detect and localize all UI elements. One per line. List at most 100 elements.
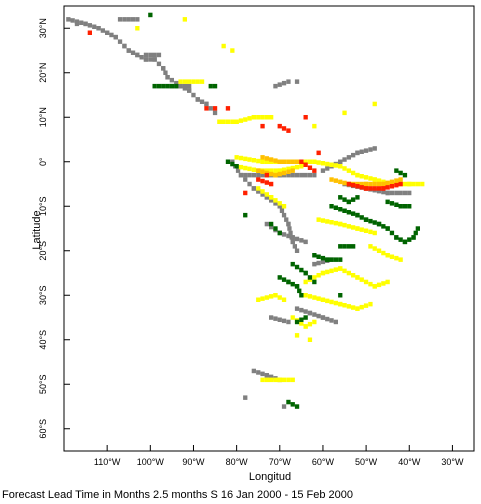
forecast-cell-gray <box>303 239 308 245</box>
forecast-cell-yellow <box>303 159 308 164</box>
forecast-cell-yellow <box>394 255 399 261</box>
forecast-cell-gray <box>163 70 168 75</box>
forecast-cell-yellow <box>338 164 343 169</box>
forecast-cell-green <box>307 275 313 280</box>
forecast-cell-gray <box>346 155 351 160</box>
forecast-cell-yellow <box>342 222 347 228</box>
forecast-cell-yellow <box>230 48 235 53</box>
forecast-cell-gray <box>139 55 144 60</box>
forecast-cell-green <box>346 210 351 215</box>
forecast-cell-gray <box>325 166 330 171</box>
forecast-cell-green <box>415 226 420 231</box>
forecast-cell-green <box>208 83 213 89</box>
forecast-cell-yellow <box>264 192 269 197</box>
forecast-cell-red <box>312 168 317 173</box>
forecast-cell-yellow <box>363 303 369 308</box>
forecast-cell-yellow <box>191 79 196 84</box>
forecast-cell-gray <box>79 20 84 25</box>
forecast-cell-green <box>398 237 403 242</box>
forecast-cell-green <box>294 404 300 409</box>
forecast-cell-red <box>87 30 92 35</box>
forecast-cell-gray <box>113 34 118 40</box>
forecast-cell-yellow <box>264 159 269 164</box>
forecast-cell-yellow <box>243 165 248 171</box>
forecast-cell-gray <box>165 75 170 80</box>
forecast-cell-green <box>312 253 317 258</box>
forecast-cell-yellow <box>243 117 248 122</box>
forecast-cell-green <box>333 205 338 210</box>
forecast-cell-gray <box>260 192 265 197</box>
forecast-cell-gray <box>135 52 140 58</box>
forecast-cell-yellow <box>264 115 269 120</box>
latitude-tick-label: 40°S <box>38 330 48 350</box>
forecast-cell-red <box>260 178 265 184</box>
forecast-cell-green <box>338 257 343 262</box>
x-axis-title: Longitud <box>249 471 291 483</box>
forecast-cell-red <box>381 186 386 191</box>
forecast-cell-gray <box>156 52 162 58</box>
forecast-cell-gray <box>316 313 321 319</box>
forecast-cell-yellow <box>307 321 313 327</box>
forecast-cell-green <box>342 208 347 213</box>
forecast-cell-gray <box>338 159 343 164</box>
forecast-cell-red <box>303 162 308 167</box>
forecast-cell-yellow <box>290 165 295 171</box>
forecast-cell-yellow <box>363 175 369 180</box>
forecast-cell-yellow <box>199 79 205 84</box>
forecast-cell-green <box>346 199 351 205</box>
forecast-cell-gray <box>156 61 162 67</box>
forecast-cell-yellow <box>281 167 287 172</box>
forecast-cell-gray <box>117 39 123 44</box>
forecast-cell-yellow <box>338 301 343 307</box>
forecast-cell-gray <box>284 217 289 222</box>
forecast-cell-gray <box>264 195 269 200</box>
forecast-cell-gray <box>70 18 75 23</box>
forecast-cell-yellow <box>346 168 351 173</box>
forecast-cell-yellow <box>307 294 313 299</box>
forecast-cell-gray <box>117 17 123 22</box>
forecast-cell-orange <box>376 181 382 187</box>
forecast-cell-gray <box>195 97 200 102</box>
forecast-cell-gray <box>307 172 313 178</box>
forecast-cell-green <box>402 239 408 245</box>
latitude-tick-label: 30°N <box>38 18 48 38</box>
forecast-cell-green <box>407 204 412 209</box>
forecast-cell-gray <box>143 52 149 58</box>
forecast-cell-yellow <box>277 201 282 206</box>
forecast-cell-green <box>312 279 317 285</box>
forecast-cell-gray <box>316 260 321 266</box>
forecast-cell-gray <box>256 370 261 375</box>
forecast-cell-yellow <box>376 282 382 288</box>
forecast-cell-yellow <box>368 176 373 181</box>
forecast-cell-green <box>359 215 364 220</box>
forecast-cell-green <box>402 172 408 178</box>
forecast-cell-yellow <box>230 119 235 124</box>
forecast-cell-orange <box>273 172 278 178</box>
forecast-cell-gray <box>402 190 408 196</box>
forecast-cell-red <box>389 184 395 189</box>
forecast-cell-orange <box>269 171 274 177</box>
forecast-cell-yellow <box>234 155 239 160</box>
forecast-cell-green <box>286 399 291 405</box>
forecast-cell-gray <box>208 106 213 111</box>
forecast-cell-gray <box>122 17 127 22</box>
forecast-cell-green <box>161 83 166 89</box>
forecast-cell-orange <box>269 157 274 162</box>
forecast-cell-orange <box>277 171 282 177</box>
forecast-cell-yellow <box>281 377 287 383</box>
forecast-cell-yellow <box>320 270 326 276</box>
forecast-cell-green <box>368 218 373 224</box>
forecast-cell-green <box>174 83 179 89</box>
forecast-cell-orange <box>398 177 403 182</box>
latitude-tick-label: 60°S <box>38 419 48 439</box>
forecast-cell-yellow <box>363 228 369 233</box>
forecast-cell-green <box>413 230 418 236</box>
forecast-cell-yellow <box>359 174 364 179</box>
forecast-cell-yellow <box>312 275 317 280</box>
forecast-cell-yellow <box>351 225 356 230</box>
forecast-cell-gray <box>281 404 287 409</box>
forecast-cell-gray <box>204 101 209 107</box>
forecast-cell-gray <box>381 189 386 195</box>
forecast-cell-yellow <box>221 43 226 49</box>
forecast-cell-yellow <box>273 168 278 173</box>
